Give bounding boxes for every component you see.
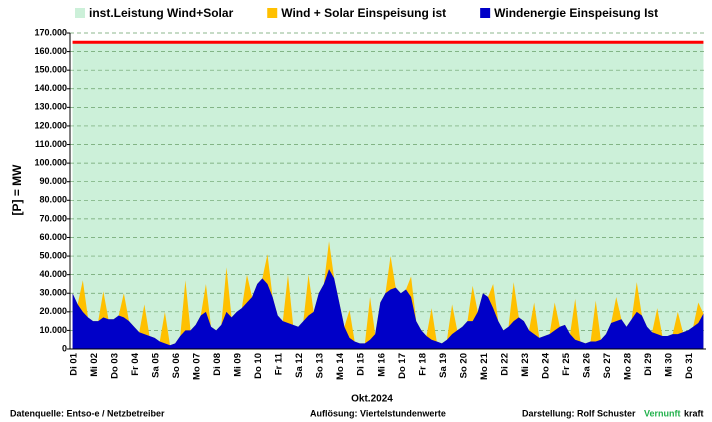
- area: [72, 42, 704, 349]
- x-tick-label: Mi 09: [233, 353, 244, 377]
- area: [72, 269, 704, 349]
- x-tick-label: Di 22: [499, 353, 510, 376]
- y-tick-label: 0: [62, 343, 67, 353]
- y-tick-label: 160.000: [34, 46, 67, 56]
- y-tick-label: 100.000: [34, 157, 67, 167]
- legend-swatch: [75, 8, 85, 18]
- legend-swatch: [267, 8, 278, 18]
- x-tick-label: Di 15: [356, 352, 367, 375]
- y-tick-label: 10.000: [39, 325, 67, 335]
- y-tick-label: 30.000: [39, 288, 67, 298]
- x-tick-label: Fr 25: [561, 352, 572, 375]
- y-tick-label: 170.000: [34, 27, 67, 37]
- x-tick-label: Do 17: [397, 353, 408, 379]
- y-tick-label: 70.000: [39, 213, 67, 223]
- y-tick-label: 90.000: [39, 176, 67, 186]
- x-tick-label: Do 10: [253, 353, 264, 379]
- y-tick-label: 60.000: [39, 232, 67, 242]
- x-tick-label: So 27: [602, 353, 613, 378]
- x-tick-label: So 06: [171, 353, 182, 378]
- x-axis-label: Okt.2024: [351, 394, 393, 405]
- y-tick-label: 50.000: [39, 250, 67, 260]
- y-tick-label: 80.000: [39, 195, 67, 205]
- x-tick-label: Sa 26: [581, 353, 592, 378]
- x-tick-label: Fr 04: [130, 352, 141, 375]
- y-tick-label: 20.000: [39, 306, 67, 316]
- x-tick-label: Mo 28: [622, 353, 633, 380]
- y-tick-label: 110.000: [35, 139, 67, 149]
- y-tick-label: 40.000: [39, 269, 67, 279]
- x-tick-label: Do 24: [540, 352, 551, 379]
- x-tick-label: Mo 07: [192, 353, 203, 380]
- y-tick-label: 150.000: [34, 65, 67, 75]
- y-tick-label: 120.000: [34, 120, 67, 130]
- x-tick-label: So 13: [315, 353, 326, 378]
- brand: kraft: [684, 408, 704, 418]
- x-tick-label: Sa 12: [294, 353, 305, 378]
- x-tick-label: Fr 18: [417, 353, 428, 376]
- footer-resolution: Auflösung: Viertelstundenwerte: [310, 408, 446, 418]
- x-tick-label: Fr 11: [274, 352, 285, 375]
- legend-swatch: [480, 8, 491, 18]
- x-tick-label: Do 31: [684, 352, 695, 379]
- x-tick-label: Do 03: [110, 353, 121, 379]
- x-tick-label: Sa 19: [438, 353, 449, 378]
- footer-author: Darstellung: Rolf Schuster: [522, 408, 636, 418]
- footer-source: Datenquelle: Entso-e / Netzbetreiber: [10, 408, 165, 418]
- x-tick-label: So 20: [458, 353, 469, 378]
- x-tick-label: Di 01: [69, 352, 80, 375]
- x-tick-label: Mi 30: [663, 353, 674, 377]
- y-tick-label: 140.000: [34, 83, 67, 93]
- x-tick-label: Di 08: [212, 353, 223, 376]
- brand: Vernunft: [644, 408, 681, 418]
- x-tick-label: Mi 16: [376, 353, 387, 377]
- y-axis-label: [P] = MW: [10, 164, 24, 216]
- legend-label: inst.Leistung Wind+Solar: [89, 6, 234, 20]
- y-tick-label: 130.000: [34, 102, 67, 112]
- x-tick-label: Di 29: [643, 353, 654, 376]
- x-tick-label: Mi 02: [89, 353, 100, 377]
- legend-label: Wind + Solar Einspeisung ist: [281, 6, 446, 20]
- x-tick-label: Sa 05: [151, 352, 162, 378]
- x-tick-label: Mi 23: [520, 353, 531, 377]
- x-tick-label: Mo 14: [335, 352, 346, 380]
- x-tick-label: Mo 21: [479, 352, 490, 380]
- legend-label: Windenergie Einspeisung Ist: [494, 6, 658, 20]
